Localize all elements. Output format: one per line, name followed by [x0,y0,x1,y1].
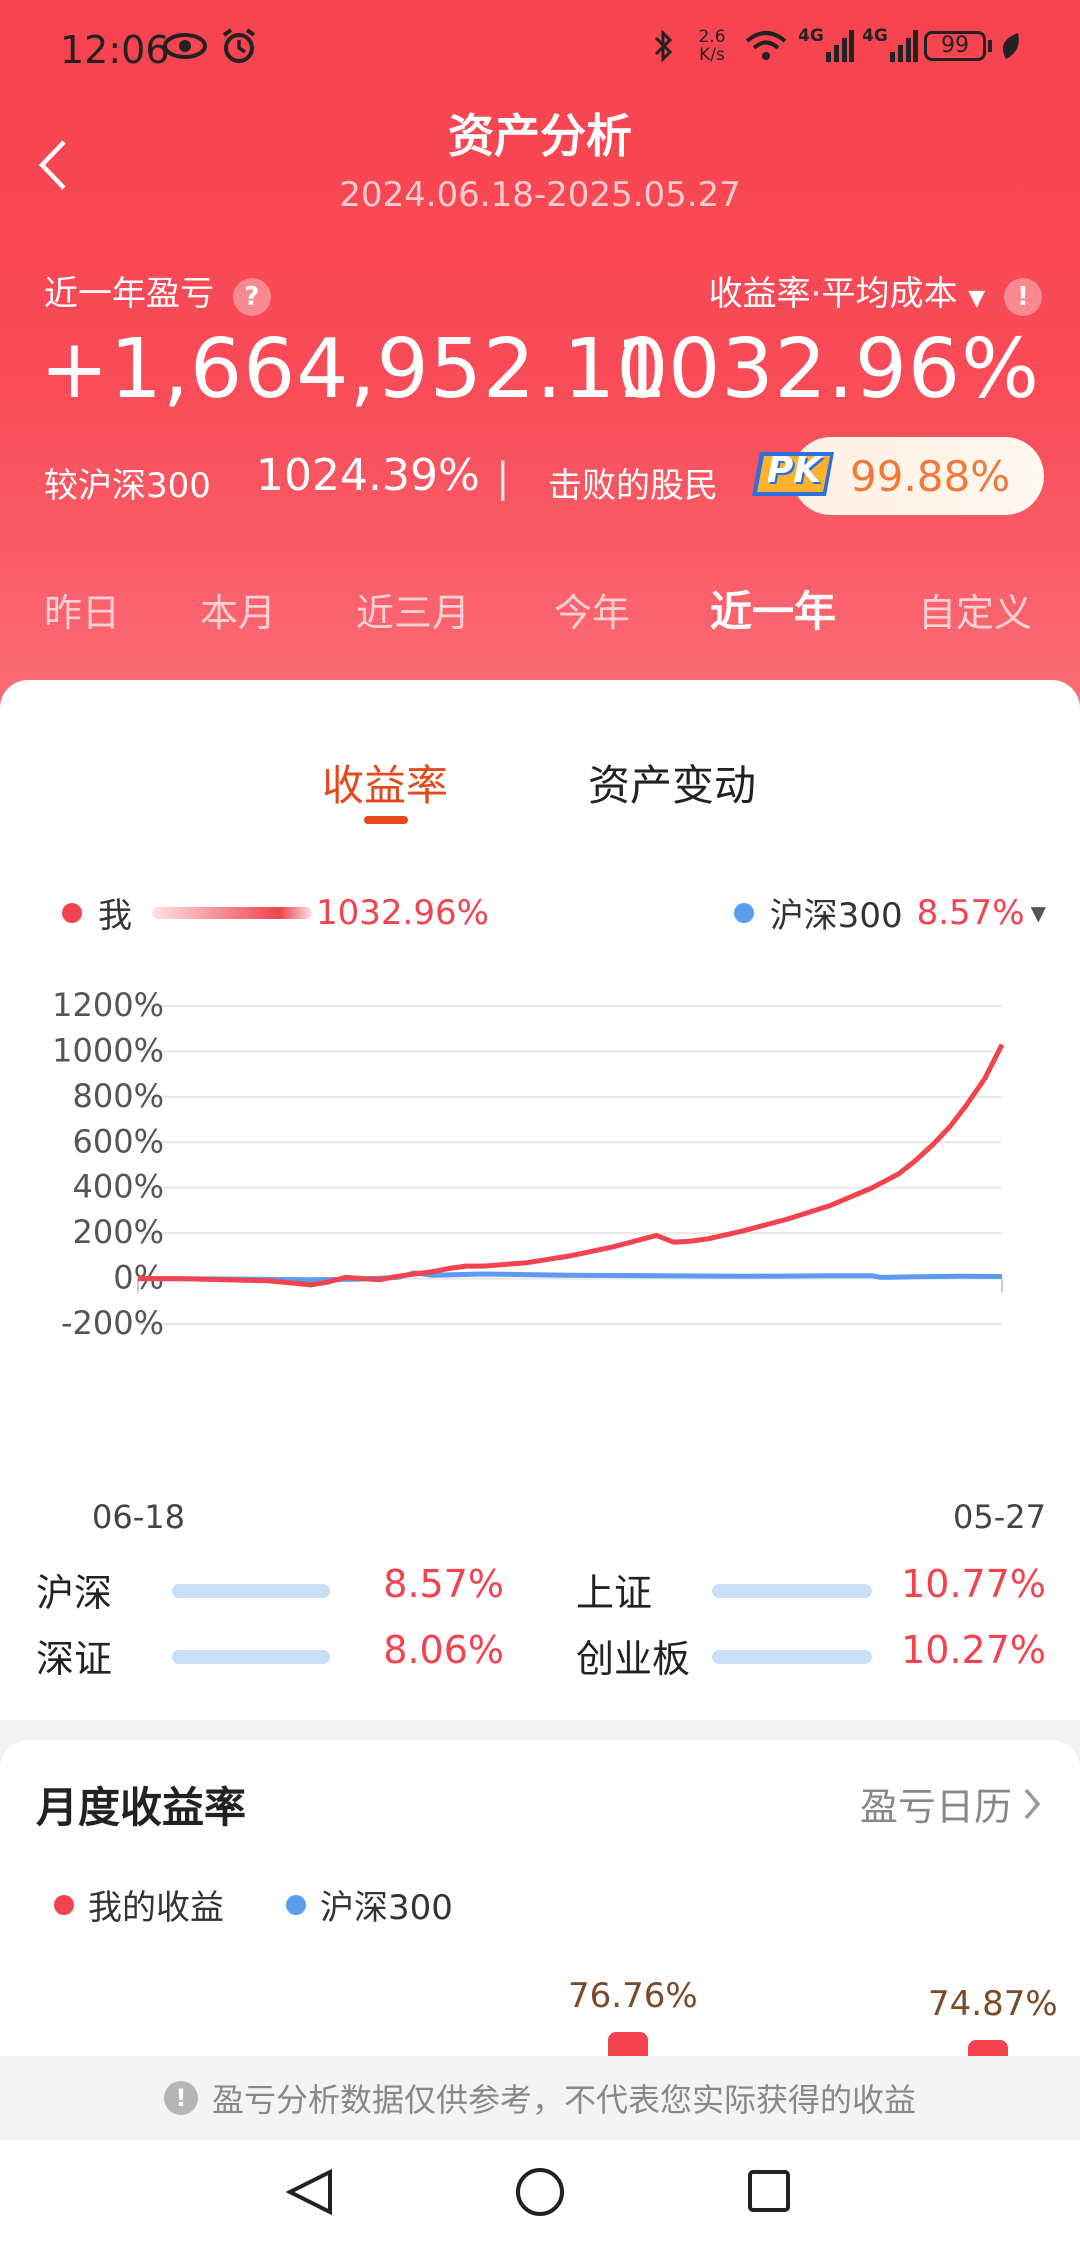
bench-dot [733,902,754,923]
signal-2-icon: 4G [862,26,918,66]
tab-three-months[interactable]: 近三月 [356,591,471,635]
index-name-chinext: 创业板 [576,1637,691,1681]
legend-my-return: 我的收益 [54,1880,224,1929]
y-tick-label: 1000% [52,1031,164,1069]
legend-benchmark[interactable]: 沪深300 8.57% ▼ [733,888,1046,937]
alert-icon[interactable]: ! [1004,278,1042,316]
tab-one-year[interactable]: 近一年 [710,587,837,636]
me-bar [152,906,312,919]
bluetooth-icon [652,26,676,66]
tab-this-year[interactable]: 今年 [554,591,631,635]
date-range: 2024.06.18-2025.05.27 [339,175,741,215]
alarm-icon [220,26,258,66]
header: 12:06 2.6 K/s 4G 4G 99 资产分析 2024.06.18-20… [0,0,1080,720]
wifi-icon [744,26,788,66]
y-axis-ticks: 1200%1000%800%600%400%200%0%-200% [52,986,164,1342]
pnl-value: +1,664,952.10 [40,322,670,417]
monthly-title: 月度收益率 [36,1783,247,1832]
bar-label-1: 76.76% [568,1976,698,2016]
me-dot [62,902,82,923]
caret-down-icon: ▼ [968,286,986,311]
y-tick-label: -200% [61,1304,164,1342]
y-tick-label: 200% [73,1213,164,1251]
network-speed: 2.6 K/s [698,27,726,65]
index-value-shenzhen: 8.06% [383,1628,504,1672]
help-icon[interactable]: ? [232,278,271,316]
bench-monthly-dot [286,1894,306,1915]
info-icon: ! [163,2081,198,2115]
tab-return-rate[interactable]: 收益率 [322,761,449,810]
my-return-dot [54,1894,74,1915]
nav-home-icon[interactable] [516,2168,564,2216]
divider: | [496,455,510,501]
index-name-shanghai: 上证 [576,1571,653,1615]
series-line-me [138,1043,1005,1288]
tab-yesterday[interactable]: 昨日 [44,591,121,635]
signal-1-icon: 4G [798,26,854,66]
pk-badge: PK [750,446,838,502]
pnl-calendar-link[interactable]: 盈亏日历 [860,1776,1044,1831]
beat-label: 击败的股民 [548,466,718,506]
index-bar-chinext [712,1650,872,1664]
tab-custom[interactable]: 自定义 [918,591,1033,635]
y-tick-label: 400% [73,1168,164,1206]
chevron-right-icon [1024,1788,1041,1819]
caret-down-icon: ▼ [1030,900,1046,925]
tab-asset-change[interactable]: 资产变动 [588,761,757,810]
chart-lines [137,1043,1005,1288]
index-value-shanghai: 10.77% [901,1562,1046,1606]
return-label[interactable]: 收益率·平均成本 ▼ ! [709,266,1042,316]
nav-recents-icon[interactable] [748,2170,790,2212]
index-name-hushen: 沪深 [36,1571,113,1615]
system-nav-bar [0,2140,1080,2244]
status-time: 12:06 [60,28,170,72]
active-tab-indicator [364,816,408,824]
index-bar-shanghai [712,1584,872,1598]
beat-value: 99.88% [850,452,1011,501]
eye-icon [162,26,208,66]
return-value: 1032.96% [614,322,1040,417]
battery-icon: 99 [924,26,992,66]
x-tick-start: 06-18 [92,1498,185,1536]
back-button[interactable] [34,138,74,190]
vs-value: 1024.39% [256,450,480,501]
y-tick-label: 800% [73,1077,164,1115]
return-line-chart: 1200%1000%800%600%400%200%0%-200% [52,986,1005,1342]
tab-this-month[interactable]: 本月 [200,591,277,635]
index-name-shenzhen: 深证 [36,1637,113,1681]
leaf-icon [1000,26,1022,66]
return-chart-card: 收益率 资产变动 我 1032.96% 沪深300 8.57% ▼ 1200% 1… [0,680,1080,1720]
vs-label: 较沪深300 [44,466,211,506]
x-tick-end: 05-27 [953,1498,1046,1536]
beat-pill[interactable] [792,437,1044,515]
nav-back-icon[interactable] [285,2168,332,2216]
legend-bench-monthly: 沪深300 [286,1880,453,1929]
index-value-chinext: 10.27% [901,1628,1046,1672]
index-bar-hushen [172,1584,330,1598]
disclaimer-bar: ! 盈亏分析数据仅供参考，不代表您实际获得的收益 [0,2056,1080,2140]
page-title: 资产分析 [448,109,632,163]
disclaimer-text: 盈亏分析数据仅供参考，不代表您实际获得的收益 [211,2081,916,2119]
y-tick-label: 1200% [52,986,164,1024]
y-tick-label: 600% [73,1122,164,1160]
bar-label-2: 74.87% [928,1984,1058,2024]
pnl-label: 近一年盈亏 ? [44,266,271,316]
legend-me: 我 1032.96% [62,888,489,937]
index-value-hushen: 8.57% [383,1562,504,1606]
index-bar-shenzhen [172,1650,330,1664]
